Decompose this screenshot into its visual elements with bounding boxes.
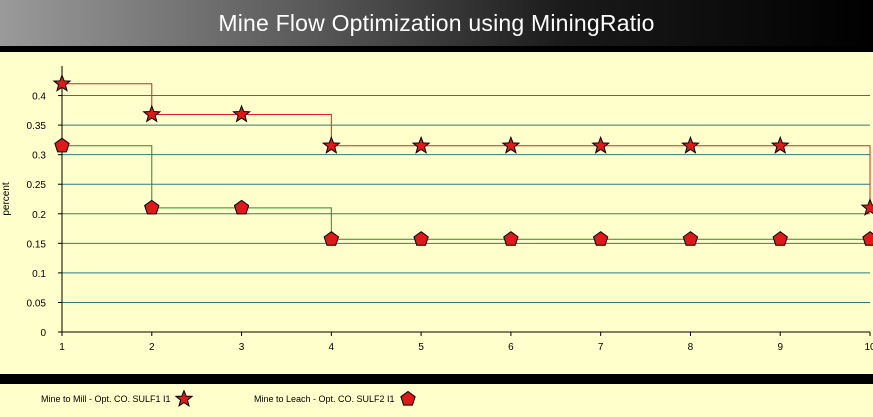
data-point-leach	[144, 199, 160, 215]
data-point-leach	[54, 137, 70, 153]
data-point-mill	[411, 135, 431, 154]
x-tick-label: 10	[864, 342, 873, 353]
legend: Mine to Mill - Opt. CO. SULF1 I1 Mine to…	[0, 384, 873, 417]
data-point-mill	[321, 135, 341, 154]
chart-title-bar: Mine Flow Optimization using MiningRatio	[0, 0, 873, 46]
series-line-leach	[62, 145, 870, 240]
legend-marker	[174, 390, 193, 408]
data-point-leach	[682, 231, 699, 246]
data-point-leach	[413, 231, 429, 246]
x-tick-label: 7	[598, 342, 604, 353]
star-marker-icon	[174, 390, 193, 408]
x-tick-label: 8	[688, 342, 694, 353]
chart-title: Mine Flow Optimization using MiningRatio	[218, 9, 655, 36]
y-tick-label: 0.1	[32, 269, 46, 280]
y-tick-label: 0.4	[32, 92, 46, 103]
y-tick-label: 0	[40, 328, 46, 339]
y-tick-label: 0.25	[27, 180, 47, 191]
pentagon-marker-icon	[399, 390, 416, 406]
data-point-leach	[233, 199, 250, 215]
data-point-leach	[772, 231, 788, 246]
x-tick-label: 9	[777, 342, 783, 353]
y-tick-label: 0.3	[32, 151, 46, 162]
data-point-leach	[323, 231, 340, 246]
data-point-mill	[591, 135, 611, 154]
data-point-mill	[770, 135, 790, 154]
y-tick-label: 0.05	[27, 298, 47, 309]
data-point-leach	[592, 231, 609, 246]
legend-item-mill: Mine to Mill - Opt. CO. SULF1 I1	[41, 390, 194, 408]
x-tick-label: 1	[59, 342, 65, 353]
chart-panel: 0 0.05 0.1 0.15 0.2 0.25 0.3 0.35 0.4 1 2 3 4 5 6 7 8 9 10…	[0, 52, 873, 374]
x-tick-label: 5	[418, 342, 424, 353]
y-tick-label: 0.15	[27, 239, 47, 250]
series-line-mill	[62, 83, 871, 208]
y-tick-label: 0.35	[27, 121, 47, 132]
data-point-leach	[862, 231, 873, 246]
data-point-mill	[142, 104, 162, 123]
x-tick-label: 6	[508, 342, 514, 353]
legend-label-leach: Mine to Leach - Opt. CO. SULF2 I1	[254, 394, 395, 404]
data-point-leach	[503, 231, 519, 246]
legend-marker	[399, 390, 416, 406]
data-point-mill	[681, 135, 700, 154]
data-point-mill	[232, 104, 251, 123]
x-tick-label: 4	[329, 342, 335, 353]
x-tick-label: 2	[149, 342, 155, 353]
y-tick-label: 0.2	[32, 210, 46, 221]
data-point-mill	[501, 135, 521, 154]
data-point-mill	[860, 197, 873, 216]
y-axis-title: percent	[1, 182, 12, 216]
legend-item-leach: Mine to Leach - Opt. CO. SULF2 I1	[254, 390, 418, 408]
x-tick-label: 3	[239, 342, 245, 353]
data-point-mill	[52, 73, 72, 92]
legend-label-mill: Mine to Mill - Opt. CO. SULF1 I1	[41, 394, 171, 404]
chart-svg: 0 0.05 0.1 0.15 0.2 0.25 0.3 0.35 0.4 1 2 3 4 5 6 7 8 9 10…	[1, 66, 873, 353]
